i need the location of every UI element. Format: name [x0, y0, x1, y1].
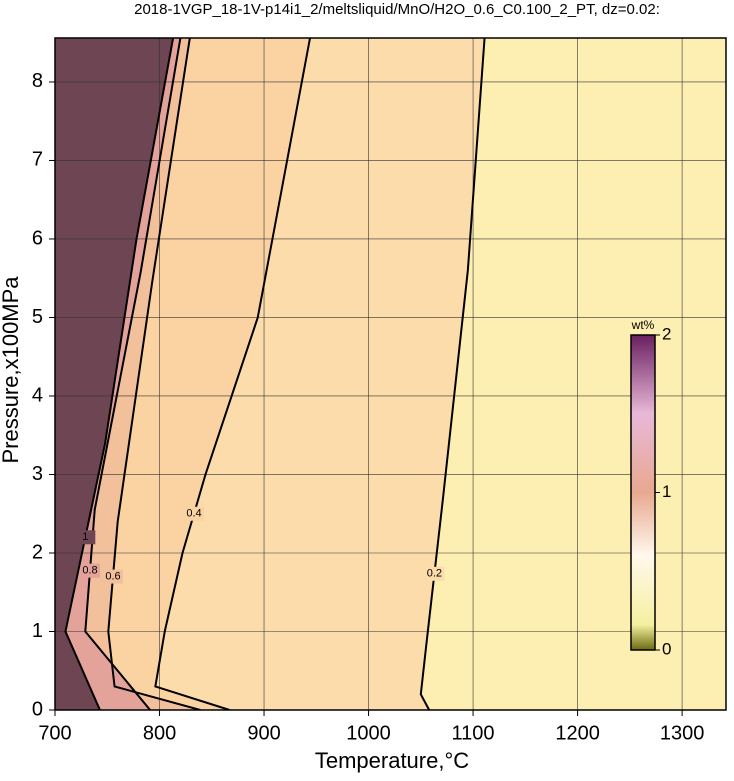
- y-tick-label: 6: [32, 227, 43, 249]
- contour-label: 0.4: [186, 508, 201, 520]
- contour-label-bg: [103, 569, 124, 584]
- contour-label: 1: [82, 531, 88, 543]
- x-tick-label: 1000: [346, 722, 391, 744]
- contour-label: 0.2: [427, 568, 442, 580]
- plot-frame: [54, 37, 727, 711]
- colorbar-tick-label: 2: [662, 324, 671, 343]
- colorbar-tick-label: 0: [662, 639, 671, 658]
- colorbar-tick-label: 1: [662, 482, 671, 501]
- y-axis-label: Pressure,x100MPa: [0, 276, 23, 464]
- contour-label: 0.8: [82, 565, 97, 577]
- y-tick-label: 8: [32, 70, 43, 92]
- contour-label-bg: [424, 566, 445, 581]
- y-tick-label: 7: [32, 149, 43, 171]
- contour-region: [55, 38, 174, 710]
- contour-label-group: 1: [75, 530, 96, 545]
- contour-label: 0.6: [105, 570, 120, 582]
- contour-label-bg: [184, 506, 205, 521]
- y-tick-label: 3: [32, 463, 43, 485]
- x-tick-label: 900: [247, 722, 280, 744]
- chart-title: 2018-1VGP_18-1V-p14i1_2/meltsliquid/MnO/…: [134, 1, 660, 18]
- x-tick-label: 1200: [555, 722, 600, 744]
- axes: 700 800 900 1000 1100 1200 1300 0 1 2 3 4 5 6 7 8 wt% 0 1 2: [32, 37, 727, 744]
- y-tick-label: 0: [32, 698, 43, 720]
- colorbar: [630, 334, 656, 651]
- x-tick-label: 800: [143, 722, 176, 744]
- x-tick-label: 1100: [452, 722, 495, 744]
- contour-label-group: 0.6: [103, 569, 124, 584]
- x-tick-label: 1300: [660, 722, 705, 744]
- contour-label-bg: [80, 563, 101, 578]
- contour-label-group: 0.8: [80, 563, 101, 578]
- contour-line: [64, 38, 175, 710]
- plot-area: 0.2 0.4 0.6 0.8 1: [55, 38, 726, 710]
- x-axis-label: Temperature,°C: [315, 748, 469, 773]
- colorbar-label: wt%: [631, 318, 655, 332]
- y-tick-label: 4: [32, 384, 43, 406]
- y-tick-label: 1: [32, 620, 43, 642]
- x-tick-label: 700: [38, 722, 71, 744]
- contour-line: [154, 38, 312, 710]
- y-tick-label: 5: [32, 306, 43, 328]
- contour-line: [84, 38, 182, 710]
- y-tick-label: 2: [32, 541, 43, 563]
- contour-label-bg: [75, 530, 96, 545]
- contour-label-group: 0.4: [184, 506, 205, 521]
- contour-label-group: 0.2: [424, 566, 445, 581]
